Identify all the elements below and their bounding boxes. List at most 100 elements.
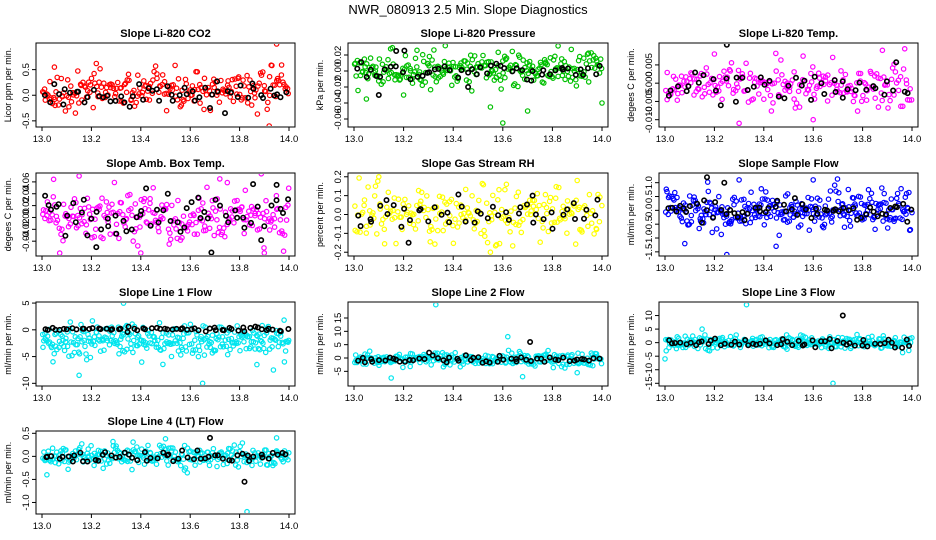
x-tick-label: 13.4 <box>444 393 463 404</box>
data-point <box>159 72 166 78</box>
data-point <box>80 328 87 335</box>
data-point <box>216 99 223 106</box>
data-point <box>479 180 486 187</box>
data-point <box>237 82 244 89</box>
data-point <box>446 354 453 361</box>
data-point <box>903 211 909 218</box>
data-point <box>189 350 196 357</box>
data-point <box>728 217 735 223</box>
y-tick-label: 15 <box>333 313 344 324</box>
data-point <box>155 337 161 344</box>
data-point <box>498 206 505 213</box>
data-point <box>262 349 269 356</box>
data-point <box>546 354 553 361</box>
data-point <box>477 210 484 217</box>
data-point <box>725 82 732 89</box>
data-point <box>178 102 185 108</box>
data-point <box>829 92 835 99</box>
data-point <box>507 229 513 235</box>
data-point <box>195 353 202 360</box>
data-point <box>171 222 177 228</box>
data-point <box>801 341 808 348</box>
data-point <box>775 93 782 100</box>
data-point <box>129 212 135 219</box>
data-point <box>181 224 188 231</box>
data-point <box>80 196 87 203</box>
data-point <box>181 98 187 105</box>
data-point <box>125 451 132 458</box>
data-point <box>88 215 95 222</box>
data-point <box>385 189 392 196</box>
data-point <box>814 210 821 217</box>
data-point <box>590 355 597 362</box>
data-point <box>261 82 268 89</box>
data-point <box>285 456 291 463</box>
data-point <box>275 343 282 350</box>
data-point <box>223 343 230 350</box>
data-point <box>183 205 190 212</box>
data-point <box>456 220 462 226</box>
data-point <box>413 64 420 70</box>
data-point <box>93 208 100 215</box>
data-point <box>705 188 712 195</box>
y-tick-label: -1.0 <box>644 230 655 246</box>
data-point <box>377 202 384 209</box>
data-point <box>878 185 885 191</box>
data-point <box>260 340 266 347</box>
data-point <box>285 196 292 203</box>
data-point <box>139 89 146 96</box>
data-point <box>744 205 750 211</box>
data-point <box>500 356 507 363</box>
data-point <box>688 212 695 219</box>
data-point <box>552 195 559 202</box>
data-point <box>715 88 722 94</box>
data-point <box>707 337 714 344</box>
data-point <box>167 218 174 225</box>
data-point <box>59 453 66 460</box>
data-point <box>815 205 822 211</box>
data-point <box>206 325 213 332</box>
data-point <box>785 82 792 89</box>
data-point <box>195 343 202 350</box>
data-point <box>263 197 269 204</box>
y-tick-label: 0.1 <box>333 189 344 202</box>
y-tick-label: 0.0 <box>333 208 344 221</box>
data-point <box>85 446 92 452</box>
plot-frame <box>35 42 296 128</box>
data-point <box>663 186 670 193</box>
data-point <box>146 97 153 103</box>
data-point <box>808 79 815 85</box>
data-point <box>895 87 902 94</box>
x-tick-label: 13.4 <box>444 134 463 145</box>
data-point <box>793 100 800 107</box>
data-point <box>113 230 120 237</box>
data-point <box>493 241 500 248</box>
data-point <box>569 210 575 217</box>
data-point <box>175 455 182 462</box>
data-point <box>905 347 912 354</box>
data-point <box>574 66 581 73</box>
data-point <box>64 343 71 350</box>
data-point <box>74 341 81 348</box>
data-point <box>534 190 541 197</box>
data-point <box>791 195 798 202</box>
data-point <box>596 355 603 362</box>
data-point <box>170 458 177 465</box>
panel-title: Slope Sample Flow <box>738 158 839 170</box>
data-point <box>51 64 58 70</box>
data-point <box>428 223 434 230</box>
y-axis-label: Licor ppm per min. <box>3 48 13 123</box>
data-point <box>739 209 746 216</box>
data-point <box>679 89 685 96</box>
data-point <box>242 95 249 101</box>
data-point <box>239 440 246 446</box>
data-point <box>78 209 85 216</box>
plot-frame <box>347 42 609 128</box>
data-point <box>60 201 67 208</box>
data-point <box>754 83 760 89</box>
data-point <box>89 325 96 332</box>
data-point <box>76 174 82 179</box>
data-point <box>825 345 832 352</box>
data-point <box>175 76 182 82</box>
data-point <box>429 57 435 63</box>
